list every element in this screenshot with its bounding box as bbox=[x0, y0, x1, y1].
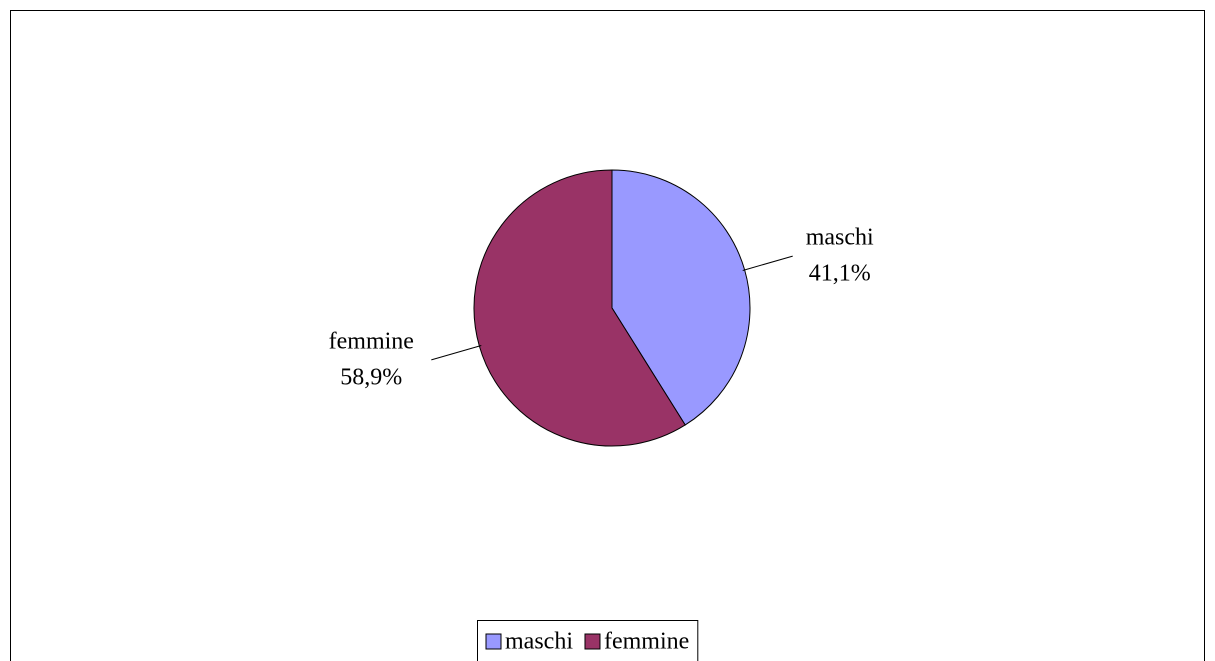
data-label-value: 58,9% bbox=[340, 364, 402, 390]
data-label-name: maschi bbox=[806, 225, 874, 251]
legend-label: femmine bbox=[604, 629, 689, 655]
leader-line bbox=[431, 345, 482, 361]
legend-label: maschi bbox=[505, 629, 573, 655]
legend-swatch bbox=[584, 633, 601, 650]
legend-swatch bbox=[485, 633, 502, 650]
legend: maschi femmine bbox=[477, 620, 699, 661]
data-label-name: femmine bbox=[329, 328, 414, 354]
data-label-value: 41,1% bbox=[809, 261, 871, 287]
leader-line bbox=[742, 255, 793, 271]
